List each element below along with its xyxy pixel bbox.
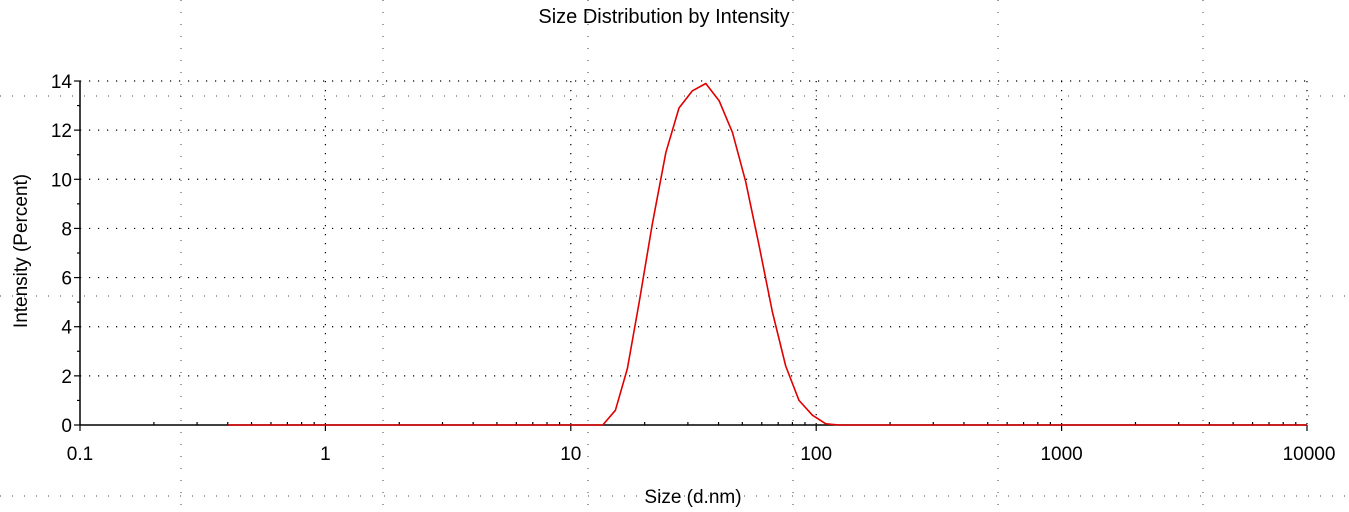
x-tick-label: 1 xyxy=(320,444,331,465)
y-tick-label: 4 xyxy=(61,318,72,339)
chart-title: Size Distribution by Intensity xyxy=(538,6,789,28)
y-tick-label: 8 xyxy=(61,219,72,240)
series-layer xyxy=(227,82,1307,426)
x-tick-label: 1000 xyxy=(1040,444,1082,465)
intensity-series-line xyxy=(227,82,1307,426)
y-tick-label: 12 xyxy=(51,121,72,142)
plot-axes xyxy=(79,81,1307,426)
y-tick-label: 10 xyxy=(51,170,72,191)
y-tick-label: 0 xyxy=(61,416,72,437)
x-tick-label: 100 xyxy=(800,444,832,465)
y-tick-label: 14 xyxy=(51,72,73,93)
y-tick-label: 2 xyxy=(61,367,72,388)
y-tick-label: 6 xyxy=(61,269,72,290)
y-axis-label: Intensity (Percent) xyxy=(11,174,32,328)
plot-grid xyxy=(80,80,1308,425)
axis-ticks xyxy=(74,80,1308,431)
tick-labels: 0 2 4 6 8 10 12 14 0.1 1 10 100 1000 10000 xyxy=(51,72,1336,465)
x-tick-label: 10 xyxy=(560,444,581,465)
x-tick-label: 10000 xyxy=(1283,444,1336,465)
x-tick-label: 0.1 xyxy=(67,444,93,465)
x-axis-label: Size (d.nm) xyxy=(644,487,741,508)
